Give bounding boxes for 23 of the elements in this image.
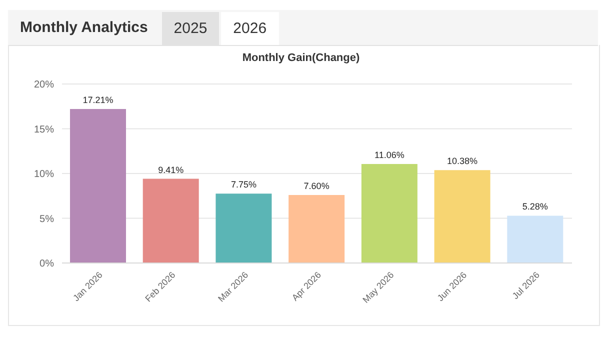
text: 2025 xyxy=(162,12,220,45)
y-tick-label: 5% xyxy=(40,214,54,225)
data-label: 17.21% xyxy=(82,94,114,105)
bar xyxy=(70,108,126,263)
bar xyxy=(361,164,418,263)
chart-subtitle: Monthly Gain(Change) xyxy=(241,52,361,64)
chart-title: Monthly Analytics xyxy=(19,18,149,38)
bar xyxy=(216,194,272,263)
data-label: 7.75% xyxy=(230,180,256,190)
bar xyxy=(434,170,490,263)
bar xyxy=(288,194,345,263)
data-label: 5.28% xyxy=(522,202,548,212)
y-tick-label: 0% xyxy=(40,258,54,270)
data-label: 11.06% xyxy=(374,150,404,160)
bar xyxy=(142,178,199,263)
y-tick-label: 20% xyxy=(34,80,54,91)
data-label: 9.41% xyxy=(158,164,184,175)
y-tick-label: 10% xyxy=(34,169,54,180)
text: 2026 xyxy=(221,12,279,45)
bar xyxy=(507,216,564,263)
y-tick-label: 15% xyxy=(34,124,54,136)
data-label: 7.60% xyxy=(304,180,330,191)
data-label: 10.38% xyxy=(447,156,478,166)
